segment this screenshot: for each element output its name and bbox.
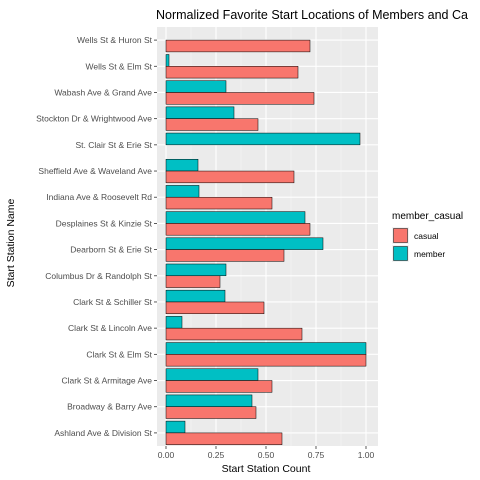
bar-member (165, 316, 183, 329)
y-tick-label: Dearborn St & Erie St (70, 245, 152, 255)
x-tick-label: 0.25 (208, 450, 225, 460)
y-axis-ticks: Wells St & Huron St Wells St & Elm St Waba… (36, 35, 157, 438)
y-tick-label: Clark St & Armitage Ave (61, 376, 152, 386)
bar-casual (165, 170, 295, 184)
bar-member (165, 394, 253, 407)
bar-member (165, 420, 186, 434)
legend-title: member_casual (392, 211, 463, 222)
plot-panel (157, 27, 378, 446)
bar-member (165, 80, 227, 93)
bar-member (165, 185, 200, 198)
bar-casual (165, 380, 273, 393)
y-tick-label: Columbus Dr & Randolph St (45, 271, 152, 281)
bar-casual (165, 327, 303, 341)
bar-member (165, 54, 170, 67)
bar-casual (165, 66, 299, 79)
y-tick-label: Indiana Ave & Roosevelt Rd (46, 192, 152, 202)
x-tick-label: 0.75 (308, 450, 325, 460)
bar-member (165, 263, 227, 277)
bar-member (165, 237, 324, 250)
bar-casual (165, 275, 221, 288)
y-tick-label: Clark St & Elm St (86, 349, 152, 359)
y-tick-label: Wells St & Huron St (77, 35, 153, 45)
bar-casual (165, 39, 311, 53)
bar-casual (165, 406, 257, 419)
bar-casual (165, 196, 273, 210)
bar-casual (165, 223, 311, 236)
bar-member (165, 158, 199, 172)
bar-member (165, 211, 306, 224)
legend: member_casual casual member (392, 211, 463, 262)
y-tick-label: Wabash Ave & Grand Ave (54, 87, 152, 97)
legend-key-member (393, 246, 408, 261)
x-tick-label: 0.50 (258, 450, 275, 460)
y-tick-label: Wells St & Elm St (86, 61, 153, 71)
bar-member (165, 342, 367, 355)
bar-member (165, 132, 361, 146)
bar-casual (165, 354, 367, 367)
legend-label-member: member (414, 249, 445, 259)
y-tick-label: St. Clair St & Erie St (75, 140, 152, 150)
y-tick-label: Desplaines St & Kinzie St (56, 218, 153, 228)
y-tick-label: Ashland Ave & Division St (54, 428, 152, 438)
chart-title: Normalized Favorite Start Locations of M… (156, 8, 468, 22)
legend-label-casual: casual (414, 231, 439, 241)
y-tick-label: Broadway & Barry Ave (67, 402, 152, 412)
bar-casual (165, 118, 259, 131)
y-tick-label: Stockton Dr & Wrightwood Ave (36, 114, 152, 124)
x-tick-label: 0.00 (158, 450, 175, 460)
y-tick-label: Sheffield Ave & Waveland Ave (38, 166, 152, 176)
bar-casual (165, 92, 315, 105)
x-axis-ticks: 0.00 0.25 0.50 0.75 1.00 (158, 446, 375, 460)
bar-casual (165, 432, 283, 445)
bar-casual (165, 301, 265, 315)
y-tick-label: Clark St & Schiller St (73, 297, 153, 307)
x-axis-title: Start Station Count (222, 463, 311, 475)
legend-key-casual (393, 228, 408, 243)
bar-casual (165, 249, 285, 262)
bar-member (165, 368, 259, 381)
y-tick-label: Clark St & Lincoln Ave (68, 323, 152, 333)
y-axis-title: Start Station Name (5, 198, 17, 287)
x-tick-label: 1.00 (358, 450, 375, 460)
bar-member (165, 106, 235, 119)
bar-member (165, 289, 226, 303)
